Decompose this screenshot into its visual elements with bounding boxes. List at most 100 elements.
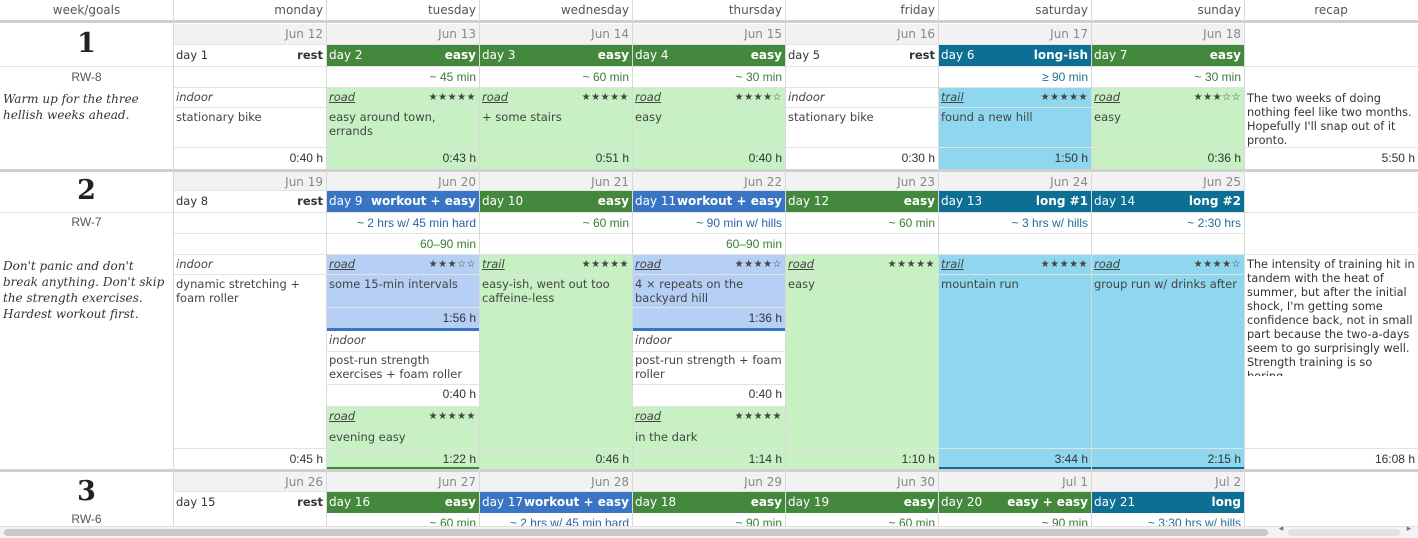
workout-kind: workout + easy xyxy=(676,194,782,208)
date-label: Jun 29 xyxy=(632,472,785,491)
column-header-recap: recap xyxy=(1314,3,1348,17)
plan-bar[interactable]: day 19 easy xyxy=(785,492,938,513)
scrollbar-thumb[interactable] xyxy=(4,529,1268,536)
activity-description[interactable]: found a new hill xyxy=(941,110,1033,124)
plan-bar[interactable]: day 20 easy + easy xyxy=(938,492,1091,513)
plan-bar[interactable]: day 4 easy xyxy=(632,45,785,66)
scroll-right-icon[interactable]: ▸ xyxy=(1406,524,1412,534)
week-recap[interactable]: The intensity of training hit in tandem … xyxy=(1247,258,1415,376)
session-total: 1:36 h xyxy=(748,311,782,325)
activity-type-row: road ★★★★☆ xyxy=(632,255,785,275)
rating-stars[interactable]: ★★★★★ xyxy=(581,92,629,103)
plan-cell[interactable]: day 8 rest xyxy=(173,191,326,212)
horizontal-scrollbar[interactable]: ◂ ▸ xyxy=(0,524,1418,538)
plan-cell[interactable]: day 5 rest xyxy=(785,45,938,66)
activity-type-link[interactable]: road xyxy=(482,90,509,104)
day-total: 0:51 h xyxy=(595,151,629,165)
plan-bar[interactable]: day 3 easy xyxy=(479,45,632,66)
plan-bar[interactable]: day 16 easy xyxy=(326,492,479,513)
plan-bar[interactable]: day 21 long xyxy=(1091,492,1244,513)
activity-type-link[interactable]: trail xyxy=(482,257,505,271)
column-header-saturday: saturday xyxy=(1035,3,1088,17)
rating-stars[interactable]: ★★★★☆ xyxy=(1193,259,1241,270)
week-total: 16:08 h xyxy=(1374,452,1415,466)
rating-stars[interactable]: ★★★★★ xyxy=(734,411,782,422)
rating-stars[interactable]: ★★★★★ xyxy=(581,259,629,270)
activity-type-link[interactable]: road xyxy=(329,90,356,104)
activity-description[interactable]: easy around town, errands xyxy=(329,110,436,138)
day-total: 2:15 h xyxy=(1207,452,1241,466)
activity-description[interactable]: post-run strength + foam roller xyxy=(635,353,782,381)
activity-description[interactable]: some 15-min intervals xyxy=(329,277,458,291)
activity-type-link[interactable]: road xyxy=(1094,90,1121,104)
activity-type: indoor xyxy=(176,90,213,104)
scroll-left-icon[interactable]: ◂ xyxy=(1278,524,1284,534)
rating-stars[interactable]: ★★★★★ xyxy=(887,259,935,270)
plan-bar[interactable]: day 18 easy xyxy=(632,492,785,513)
plan-cell[interactable]: day 1 rest xyxy=(173,45,326,66)
rating-stars[interactable]: ★★★☆☆ xyxy=(428,259,476,270)
rating-stars[interactable]: ★★★★★ xyxy=(428,92,476,103)
activity-description[interactable]: 4 × repeats on the backyard hill xyxy=(635,277,744,305)
plan-bar[interactable]: day 6 long-ish xyxy=(938,45,1091,66)
activity-type-row: indoor xyxy=(173,88,326,108)
plan-cell[interactable]: day 15 rest xyxy=(173,492,326,513)
rating-stars[interactable]: ★★★☆☆ xyxy=(1193,92,1241,103)
rating-stars[interactable]: ★★★★★ xyxy=(428,411,476,422)
day-cell-bg xyxy=(326,88,785,170)
day-label: day 3 xyxy=(482,48,516,62)
plan-bar[interactable]: day 10 easy xyxy=(479,191,632,212)
day-label: day 14 xyxy=(1094,194,1136,208)
activity-description[interactable]: evening easy xyxy=(329,430,406,444)
activity-type: indoor xyxy=(635,333,672,347)
activity-type-link[interactable]: road xyxy=(635,257,662,271)
activity-type-link[interactable]: road xyxy=(635,409,662,423)
planned-duration-second: 60–90 min xyxy=(725,237,782,251)
planned-duration: ~ 30 min xyxy=(1194,70,1241,84)
activity-description[interactable]: stationary bike xyxy=(176,110,262,124)
activity-type-link[interactable]: road xyxy=(635,90,662,104)
date-label: Jun 13 xyxy=(326,24,479,44)
activity-type-row: indoor xyxy=(173,255,326,275)
week-number: 2 xyxy=(77,175,96,206)
date-label: Jun 18 xyxy=(1091,24,1244,44)
activity-type-link[interactable]: trail xyxy=(941,257,964,271)
scrollbar-track-right[interactable] xyxy=(1288,529,1400,536)
plan-bar[interactable]: day 14 long #2 xyxy=(1091,191,1244,212)
activity-description[interactable]: easy-ish, went out too caffeine-less xyxy=(482,277,610,305)
activity-type-link[interactable]: road xyxy=(329,257,356,271)
workout-kind: easy xyxy=(444,495,476,509)
week-recap[interactable]: The two weeks of doing nothing feel like… xyxy=(1247,92,1412,147)
day-label: day 17 xyxy=(482,495,524,509)
plan-bar[interactable]: day 13 long #1 xyxy=(938,191,1091,212)
day-total: 1:22 h xyxy=(442,452,476,466)
plan-bar[interactable]: day 11 workout + easy xyxy=(632,191,785,212)
day-cell-bg xyxy=(326,255,479,328)
race-week-label: RW-6 xyxy=(71,512,102,526)
activity-description[interactable]: dynamic stretching + foam roller xyxy=(176,277,301,305)
activity-description[interactable]: in the dark xyxy=(635,430,698,444)
activity-description[interactable]: post-run strength exercises + foam rolle… xyxy=(329,353,463,381)
day-label: day 13 xyxy=(941,194,983,208)
plan-bar[interactable]: day 12 easy xyxy=(785,191,938,212)
rating-stars[interactable]: ★★★★☆ xyxy=(734,92,782,103)
activity-description[interactable]: easy xyxy=(788,277,815,291)
activity-description[interactable]: easy xyxy=(1094,110,1121,124)
activity-type-link[interactable]: road xyxy=(788,257,815,271)
activity-description[interactable]: + some stairs xyxy=(482,110,562,124)
rating-stars[interactable]: ★★★★☆ xyxy=(734,259,782,270)
activity-type-link[interactable]: trail xyxy=(941,90,964,104)
activity-type-link[interactable]: road xyxy=(329,409,356,423)
plan-bar[interactable]: day 17 workout + easy xyxy=(479,492,632,513)
plan-bar[interactable]: day 9 workout + easy xyxy=(326,191,479,212)
rating-stars[interactable]: ★★★★★ xyxy=(1040,259,1088,270)
plan-bar[interactable]: day 7 easy xyxy=(1091,45,1244,66)
activity-type-link[interactable]: road xyxy=(1094,257,1121,271)
activity-type-row: trail ★★★★★ xyxy=(938,88,1091,108)
activity-description[interactable]: stationary bike xyxy=(788,110,874,124)
rating-stars[interactable]: ★★★★★ xyxy=(1040,92,1088,103)
activity-description[interactable]: mountain run xyxy=(941,277,1019,291)
plan-bar[interactable]: day 2 easy xyxy=(326,45,479,66)
activity-description[interactable]: easy xyxy=(635,110,662,124)
activity-description[interactable]: group run w/ drinks after xyxy=(1094,277,1237,291)
